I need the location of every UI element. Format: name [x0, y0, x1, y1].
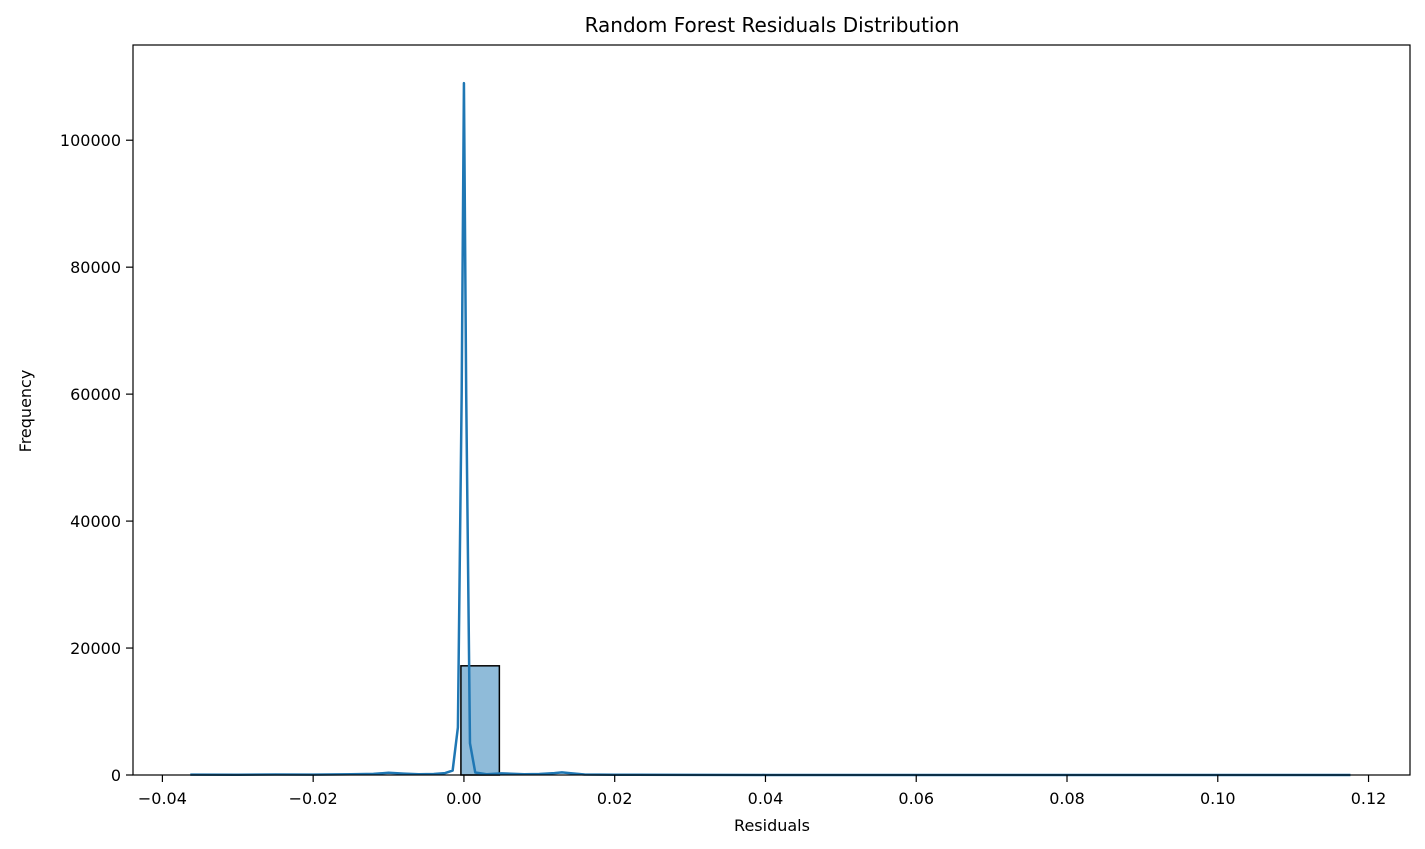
x-tick-label: 0.00 — [446, 789, 482, 808]
y-axis-label: Frequency — [16, 370, 35, 453]
x-tick-label: 0.08 — [1049, 789, 1085, 808]
x-tick-label: 0.06 — [898, 789, 934, 808]
chart-title: Random Forest Residuals Distribution — [585, 13, 960, 37]
histogram-bars — [460, 665, 501, 776]
x-tick-label: 0.02 — [597, 789, 633, 808]
x-axis: −0.04 −0.02 0.00 0.02 0.04 0.06 0.08 0.10 0.12 — [138, 775, 1386, 808]
y-tick-label: 20000 — [70, 639, 121, 658]
x-tick-label: −0.04 — [138, 789, 187, 808]
x-tick-label: 0.04 — [748, 789, 784, 808]
x-tick-label: −0.02 — [289, 789, 338, 808]
y-tick-label: 80000 — [70, 258, 121, 277]
histogram-bar — [460, 665, 501, 776]
y-tick-label: 0 — [111, 766, 121, 785]
x-axis-label: Residuals — [734, 816, 810, 835]
y-tick-label: 100000 — [60, 131, 121, 150]
x-tick-label: 0.12 — [1351, 789, 1387, 808]
axes-frame — [132, 44, 1411, 776]
y-axis: 0 20000 40000 60000 80000 100000 — [60, 131, 133, 785]
x-tick-label: 0.10 — [1200, 789, 1236, 808]
y-tick-label: 60000 — [70, 385, 121, 404]
y-tick-label: 40000 — [70, 512, 121, 531]
